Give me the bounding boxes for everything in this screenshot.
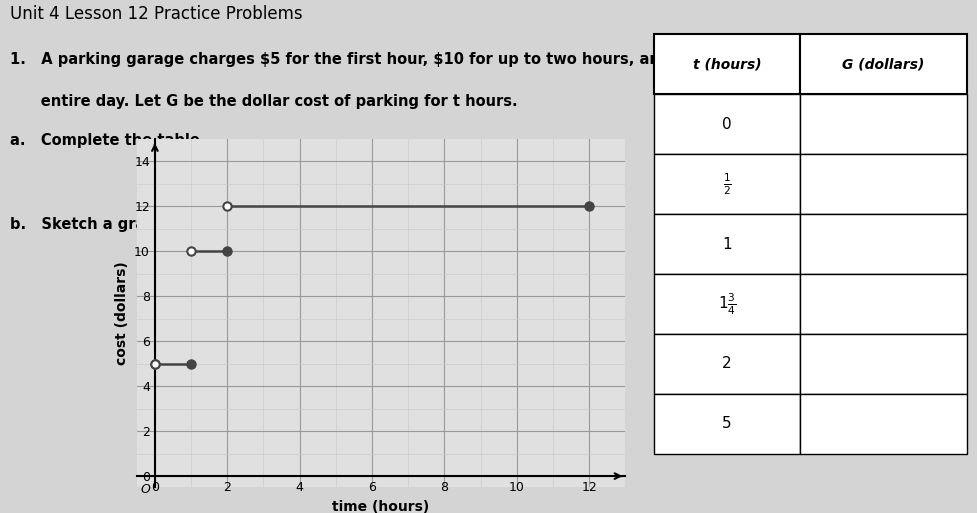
Text: G (dollars): G (dollars) — [842, 57, 924, 71]
Bar — [655, 274, 799, 334]
Bar — [655, 154, 799, 214]
Text: Unit 4 Lesson 12 Practice Problems: Unit 4 Lesson 12 Practice Problems — [10, 5, 303, 23]
Text: 1: 1 — [722, 236, 732, 251]
Bar — [655, 334, 799, 394]
Bar — [655, 94, 799, 154]
Text: $\frac{1}{2}$: $\frac{1}{2}$ — [723, 171, 732, 197]
Bar — [799, 34, 967, 94]
Text: 1.   A parking garage charges $5 for the first hour, $10 for up to two hours, an: 1. A parking garage charges $5 for the f… — [10, 52, 767, 67]
X-axis label: time (hours): time (hours) — [332, 500, 430, 513]
Text: 5: 5 — [722, 417, 732, 431]
Text: b.   Sketch a graph of G for 0 ≤ t ≤ 12.: b. Sketch a graph of G for 0 ≤ t ≤ 12. — [10, 216, 327, 232]
Bar — [799, 274, 967, 334]
Bar — [799, 334, 967, 394]
Bar — [799, 94, 967, 154]
Bar — [655, 34, 799, 94]
Text: 2: 2 — [722, 357, 732, 371]
Text: entire day. Let G be the dollar cost of parking for t hours.: entire day. Let G be the dollar cost of … — [10, 94, 518, 109]
Text: t (hours): t (hours) — [693, 57, 761, 71]
Bar — [655, 394, 799, 454]
Text: a.   Complete the table.: a. Complete the table. — [10, 133, 205, 148]
Bar — [799, 394, 967, 454]
Y-axis label: cost (dollars): cost (dollars) — [114, 261, 129, 365]
Text: $1\frac{3}{4}$: $1\frac{3}{4}$ — [718, 291, 737, 317]
Bar — [799, 214, 967, 274]
Text: 0: 0 — [722, 116, 732, 131]
Bar — [655, 214, 799, 274]
Bar — [799, 154, 967, 214]
Text: O: O — [141, 483, 150, 496]
